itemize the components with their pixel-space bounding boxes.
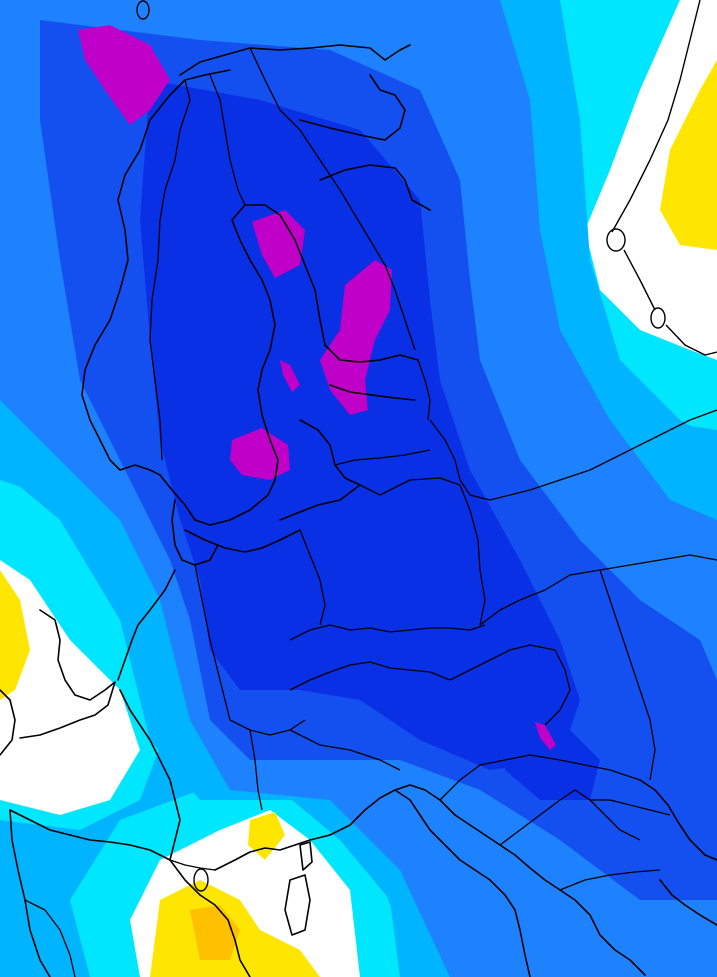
coast-black-sea xyxy=(639,779,717,861)
field-yellow-west xyxy=(0,570,30,700)
border-romania xyxy=(599,569,656,781)
coast-sweden xyxy=(159,204,281,526)
coast-italy xyxy=(309,789,531,977)
border-estonia-russia xyxy=(417,359,431,421)
border-balkans-2 xyxy=(499,789,641,846)
field-magenta-gotland xyxy=(280,360,300,392)
coast-iberia-east xyxy=(169,859,251,977)
coast-greece xyxy=(559,889,646,976)
field-yellow-alps xyxy=(248,812,285,860)
field-yellow-east xyxy=(660,60,717,250)
border-hungary-romania xyxy=(544,649,571,726)
coast-aegean xyxy=(659,879,717,926)
field-magenta-balkans xyxy=(535,722,556,750)
coast-adriatic xyxy=(394,784,561,891)
field-magenta-baltic xyxy=(230,428,290,480)
border-bulgaria xyxy=(590,799,671,816)
border-ukraine xyxy=(479,554,717,626)
coast-gulf-lion xyxy=(214,839,311,871)
coast-north-sea xyxy=(117,569,176,681)
field-magenta-gulf-of-bothnia xyxy=(252,210,305,278)
coast-biscay xyxy=(9,809,171,861)
field-deep-blue-core xyxy=(140,80,580,770)
contour-closed-top xyxy=(136,0,150,20)
coast-norway xyxy=(81,69,231,476)
field-deep-blue-balkans xyxy=(500,720,600,800)
coast-ireland xyxy=(0,689,16,756)
border-finland-russia xyxy=(249,47,416,351)
contour-closed-east-2 xyxy=(650,307,666,329)
field-magenta-north-norway xyxy=(78,25,170,125)
coast-france-west xyxy=(119,689,181,861)
border-belarus xyxy=(429,409,717,501)
national-borders xyxy=(24,47,717,977)
coast-gulf-finland-south xyxy=(329,384,416,401)
contour-east-line xyxy=(611,0,717,356)
coast-norway-north xyxy=(179,44,411,76)
border-czech xyxy=(289,624,486,641)
border-spain-portugal xyxy=(24,899,76,977)
border-italy-north xyxy=(289,729,401,771)
border-greece-north xyxy=(559,869,661,891)
border-switzerland xyxy=(229,719,306,736)
coast-jutland xyxy=(171,499,219,566)
coast-germany-poland xyxy=(184,529,301,553)
border-austria xyxy=(289,661,451,691)
field-magenta-finland xyxy=(320,260,392,415)
border-norway-sweden xyxy=(149,79,191,461)
border-latvia-lithuania xyxy=(334,449,431,466)
border-germany-west xyxy=(194,564,231,721)
coast-baltics xyxy=(279,419,361,521)
field-white-east xyxy=(585,0,717,360)
contour-closed-south xyxy=(193,868,209,892)
border-france-italy xyxy=(249,729,263,811)
border-poland-east xyxy=(359,477,486,626)
coast-britain xyxy=(19,609,116,739)
coast-kola xyxy=(299,74,406,141)
coastlines xyxy=(0,44,717,977)
coast-white-sea xyxy=(319,164,431,211)
contour-closed-east-1 xyxy=(606,228,626,252)
coast-sardinia xyxy=(284,874,311,936)
border-balkans-1 xyxy=(439,754,641,801)
border-spain-france xyxy=(169,859,216,871)
border-slovakia-hungary xyxy=(449,644,556,681)
border-sweden-finland xyxy=(209,74,246,206)
coast-corsica xyxy=(299,841,313,871)
border-germany-poland xyxy=(299,529,326,626)
coast-finland xyxy=(279,214,419,363)
